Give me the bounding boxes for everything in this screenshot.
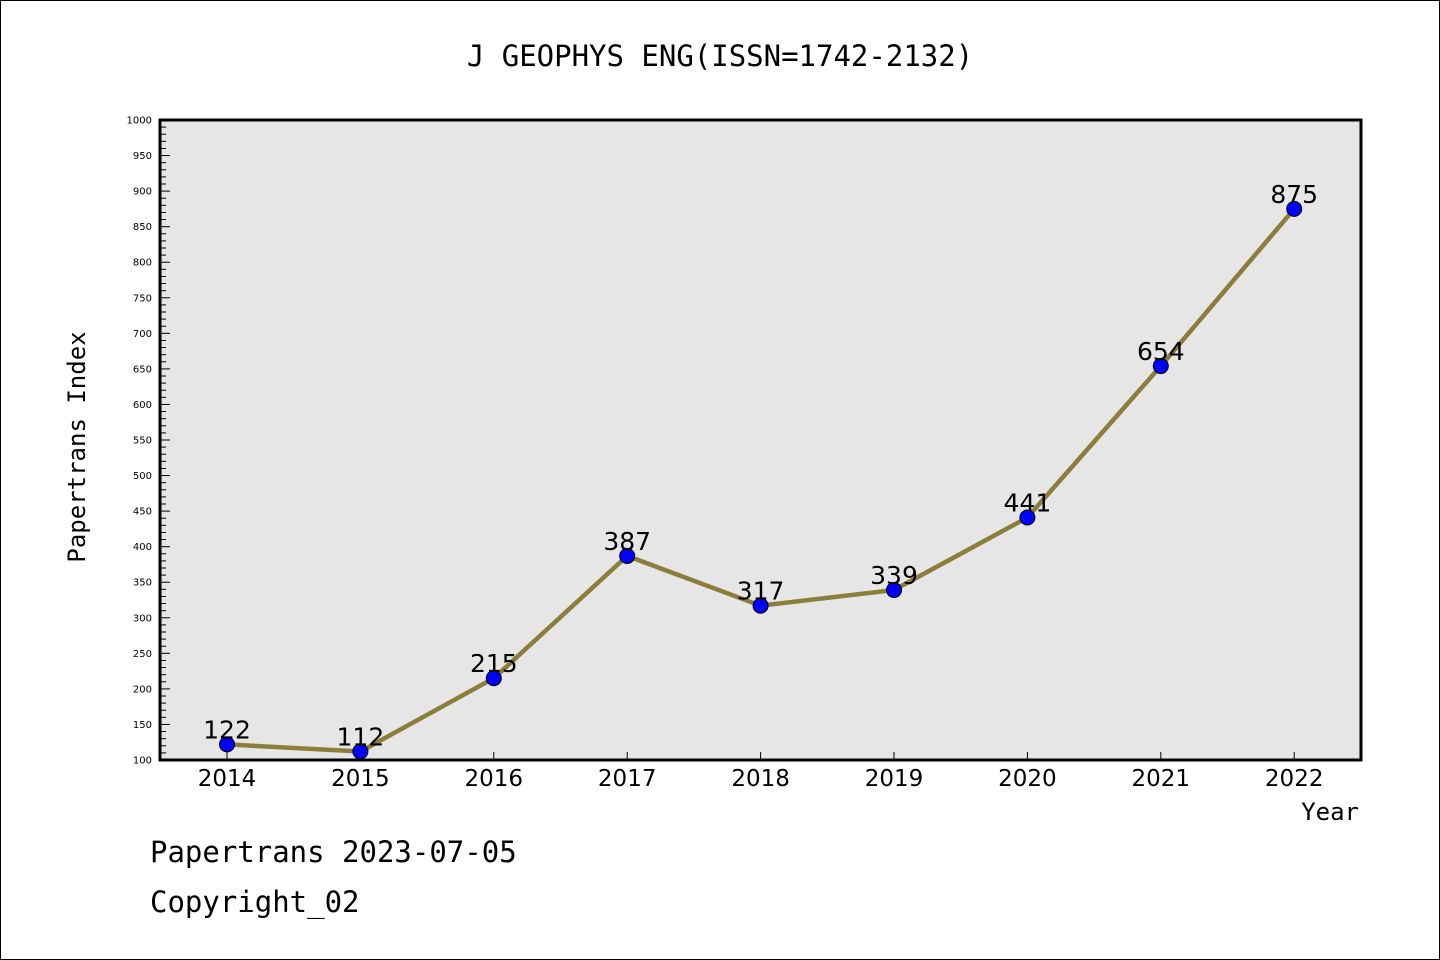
y-tick-label: 450: [133, 507, 152, 518]
x-tick-label: 2018: [731, 766, 790, 792]
x-tick-label: 2022: [1265, 766, 1324, 792]
y-tick-label: 250: [133, 649, 152, 660]
footer-copyright-text: Copyright_02: [150, 885, 360, 919]
footer-date-text: Papertrans 2023-07-05: [150, 835, 517, 869]
y-tick-label: 400: [133, 542, 152, 553]
y-tick-label: 300: [133, 613, 152, 624]
y-tick-label: 950: [133, 151, 152, 162]
data-label: 441: [1004, 489, 1052, 518]
y-axis-label: Papertrans Index: [63, 331, 91, 562]
y-tick-label: 900: [133, 187, 152, 198]
y-tick-label: 750: [133, 293, 152, 304]
x-tick-label: 2020: [998, 766, 1057, 792]
y-tick-label: 700: [133, 329, 152, 340]
y-tick-label: 1000: [127, 116, 152, 127]
y-tick-label: 650: [133, 364, 152, 375]
y-tick-label: 200: [133, 684, 152, 695]
y-tick-label: 100: [133, 756, 152, 767]
data-label: 387: [603, 527, 651, 556]
x-tick-label: 2017: [598, 766, 657, 792]
data-label: 339: [870, 561, 918, 590]
x-tick-label: 2021: [1132, 766, 1191, 792]
x-tick-label: 2019: [865, 766, 924, 792]
data-label: 112: [337, 722, 385, 751]
y-tick-label: 600: [133, 400, 152, 411]
chart-title: J GEOPHYS ENG(ISSN=1742-2132): [467, 39, 973, 73]
x-tick-label: 2016: [465, 766, 524, 792]
data-label: 875: [1270, 180, 1318, 209]
y-tick-label: 800: [133, 258, 152, 269]
y-tick-label: 500: [133, 471, 152, 482]
data-label: 654: [1137, 337, 1185, 366]
data-label: 317: [737, 577, 785, 606]
y-tick-label: 350: [133, 578, 152, 589]
x-tick-label: 2014: [198, 766, 257, 792]
line-chart: J GEOPHYS ENG(ISSN=1742-2132) 100 150 200 2…: [0, 0, 1440, 960]
y-tick-label: 150: [133, 720, 152, 731]
plot-area: [160, 120, 1361, 760]
x-tick-label: 2015: [331, 766, 390, 792]
y-tick-label: 850: [133, 222, 152, 233]
data-label: 215: [470, 649, 518, 678]
x-axis-label: Year: [1301, 798, 1359, 826]
data-label: 122: [203, 715, 251, 744]
y-tick-label: 550: [133, 436, 152, 447]
